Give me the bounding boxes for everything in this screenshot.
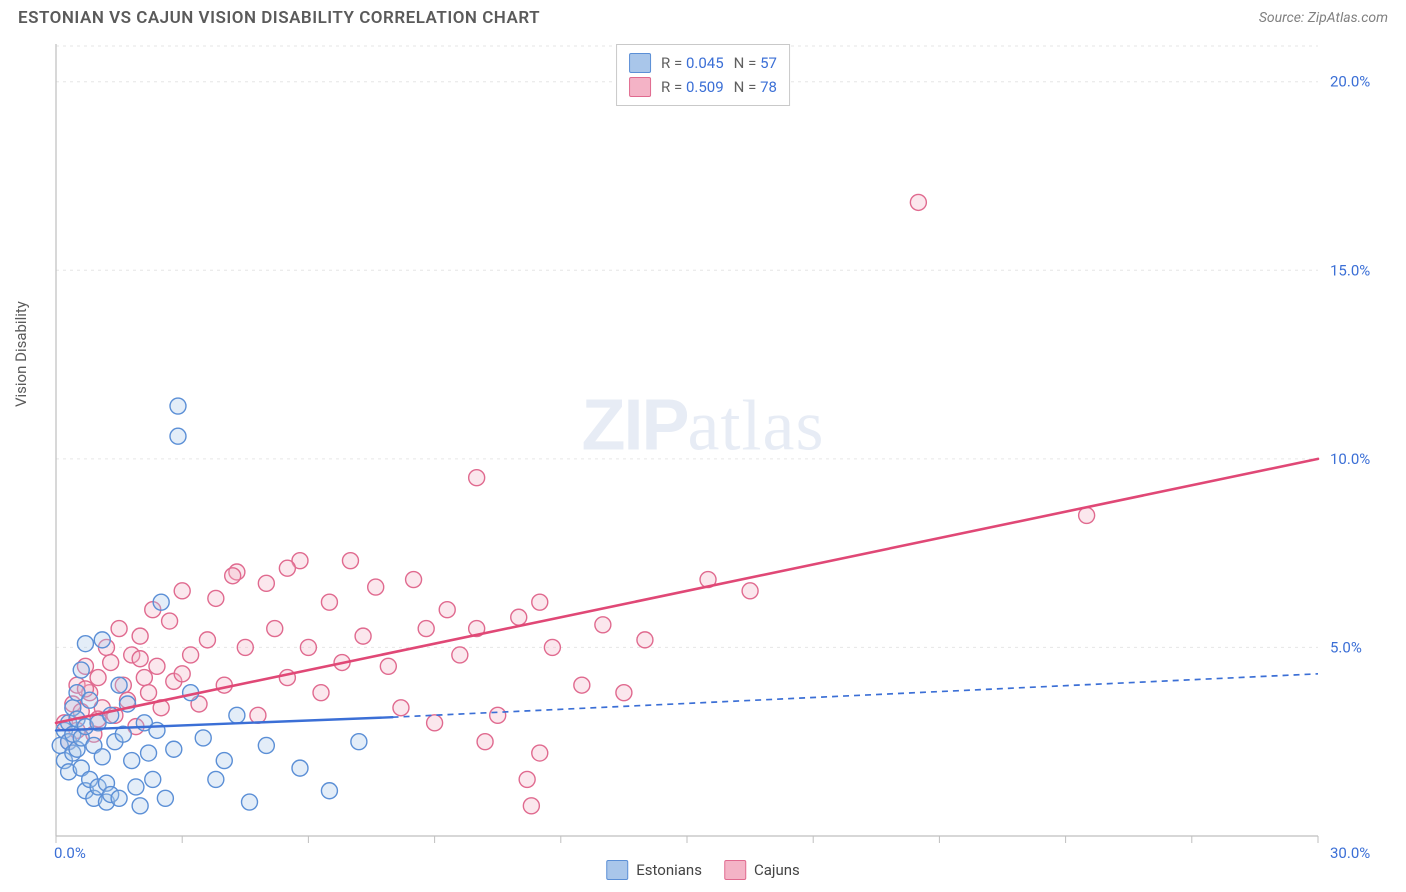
y-axis-label: Vision Disability (12, 301, 30, 407)
chart-container: Vision Disability ZIPatlas 5.0%10.0%15.0… (18, 40, 1388, 880)
legend-item-cajuns: Cajuns (724, 860, 800, 880)
swatch-cajuns (629, 77, 651, 97)
svg-text:0.0%: 0.0% (54, 844, 86, 862)
svg-text:10.0%: 10.0% (1330, 450, 1370, 468)
n-value-estonians: N = 57 (734, 54, 777, 72)
n-label: N = (734, 54, 757, 72)
legend-stats-row-estonians: R = 0.045 N = 57 (629, 51, 777, 75)
r-number: 0.045 (686, 54, 724, 72)
r-number: 0.509 (686, 78, 724, 96)
r-label: R = (661, 54, 682, 72)
legend-label: Estonians (636, 861, 702, 879)
swatch-cajuns (724, 860, 746, 880)
n-label: N = (734, 78, 757, 96)
legend-stats-row-cajuns: R = 0.509 N = 78 (629, 75, 777, 99)
n-number: 78 (760, 78, 777, 96)
svg-text:15.0%: 15.0% (1330, 261, 1370, 279)
chart-title: ESTONIAN VS CAJUN VISION DISABILITY CORR… (18, 8, 540, 28)
r-label: R = (661, 78, 682, 96)
legend-series: Estonians Cajuns (606, 860, 800, 880)
swatch-estonians (629, 53, 651, 73)
source-attribution: Source: ZipAtlas.com (1259, 10, 1388, 26)
n-value-cajuns: N = 78 (734, 78, 777, 96)
n-number: 57 (760, 54, 777, 72)
svg-text:30.0%: 30.0% (1330, 844, 1370, 862)
svg-text:5.0%: 5.0% (1330, 638, 1362, 656)
scatter-chart: 5.0% 10.0% 15.0% 20.0% 0.0% 30.0% (18, 40, 1388, 880)
r-value-cajuns: R = 0.509 (661, 78, 724, 96)
legend-stats: R = 0.045 N = 57 R = 0.509 N = 78 (616, 44, 790, 106)
swatch-estonians (606, 860, 628, 880)
svg-text:20.0%: 20.0% (1330, 73, 1370, 91)
legend-item-estonians: Estonians (606, 860, 702, 880)
legend-label: Cajuns (754, 861, 800, 879)
r-value-estonians: R = 0.045 (661, 54, 724, 72)
